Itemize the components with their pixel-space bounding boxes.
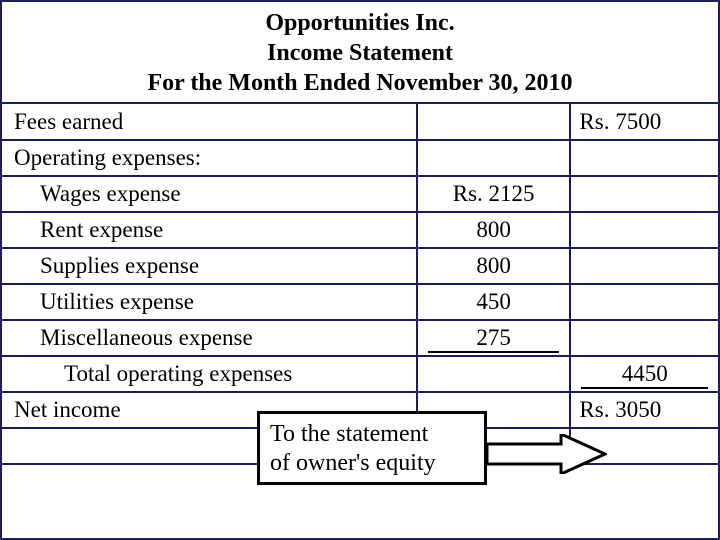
misc-expense-value-text: 275 [476, 325, 511, 350]
subtotal-rule [581, 387, 708, 389]
statement-title: Income Statement [2, 38, 718, 68]
supplies-expense-value: 800 [417, 248, 571, 284]
income-statement-slide: Opportunities Inc. Income Statement For … [0, 0, 720, 540]
cell-empty [570, 284, 718, 320]
cell-empty [570, 428, 718, 464]
fees-earned-value: Rs. 7500 [570, 104, 718, 140]
operating-expenses-label: Operating expenses: [2, 140, 417, 176]
cell-empty [570, 248, 718, 284]
cell-empty [570, 212, 718, 248]
cell-empty [570, 176, 718, 212]
statement-header: Opportunities Inc. Income Statement For … [2, 2, 718, 104]
supplies-expense-label: Supplies expense [2, 248, 417, 284]
company-name: Opportunities Inc. [2, 8, 718, 38]
rent-expense-value: 800 [417, 212, 571, 248]
total-opex-value: 4450 [570, 356, 718, 392]
utilities-expense-label: Utilities expense [2, 284, 417, 320]
table-row: Wages expense Rs. 2125 [2, 176, 718, 212]
cell-empty [417, 104, 571, 140]
fees-earned-label: Fees earned [2, 104, 417, 140]
table-row: Fees earned Rs. 7500 [2, 104, 718, 140]
wages-expense-label: Wages expense [2, 176, 417, 212]
misc-expense-value: 275 [417, 320, 571, 356]
table-row: Utilities expense 450 [2, 284, 718, 320]
cell-empty [570, 140, 718, 176]
callout-line2: of owner's equity [270, 449, 478, 478]
callout-box: To the statement of owner's equity [257, 411, 487, 485]
table-row: Operating expenses: [2, 140, 718, 176]
cell-empty [417, 356, 571, 392]
wages-expense-value: Rs. 2125 [417, 176, 571, 212]
statement-period: For the Month Ended November 30, 2010 [2, 68, 718, 98]
rent-expense-label: Rent expense [2, 212, 417, 248]
net-income-value: Rs. 3050 [570, 392, 718, 428]
cell-empty [570, 320, 718, 356]
misc-expense-label: Miscellaneous expense [2, 320, 417, 356]
table-row: Supplies expense 800 [2, 248, 718, 284]
subtotal-rule [428, 351, 560, 353]
cell-empty [417, 140, 571, 176]
table-row: Total operating expenses 4450 [2, 356, 718, 392]
utilities-expense-value: 450 [417, 284, 571, 320]
total-opex-label: Total operating expenses [2, 356, 417, 392]
total-opex-value-text: 4450 [622, 361, 668, 386]
table-row: Miscellaneous expense 275 [2, 320, 718, 356]
table-row: Rent expense 800 [2, 212, 718, 248]
callout-line1: To the statement [270, 420, 478, 449]
